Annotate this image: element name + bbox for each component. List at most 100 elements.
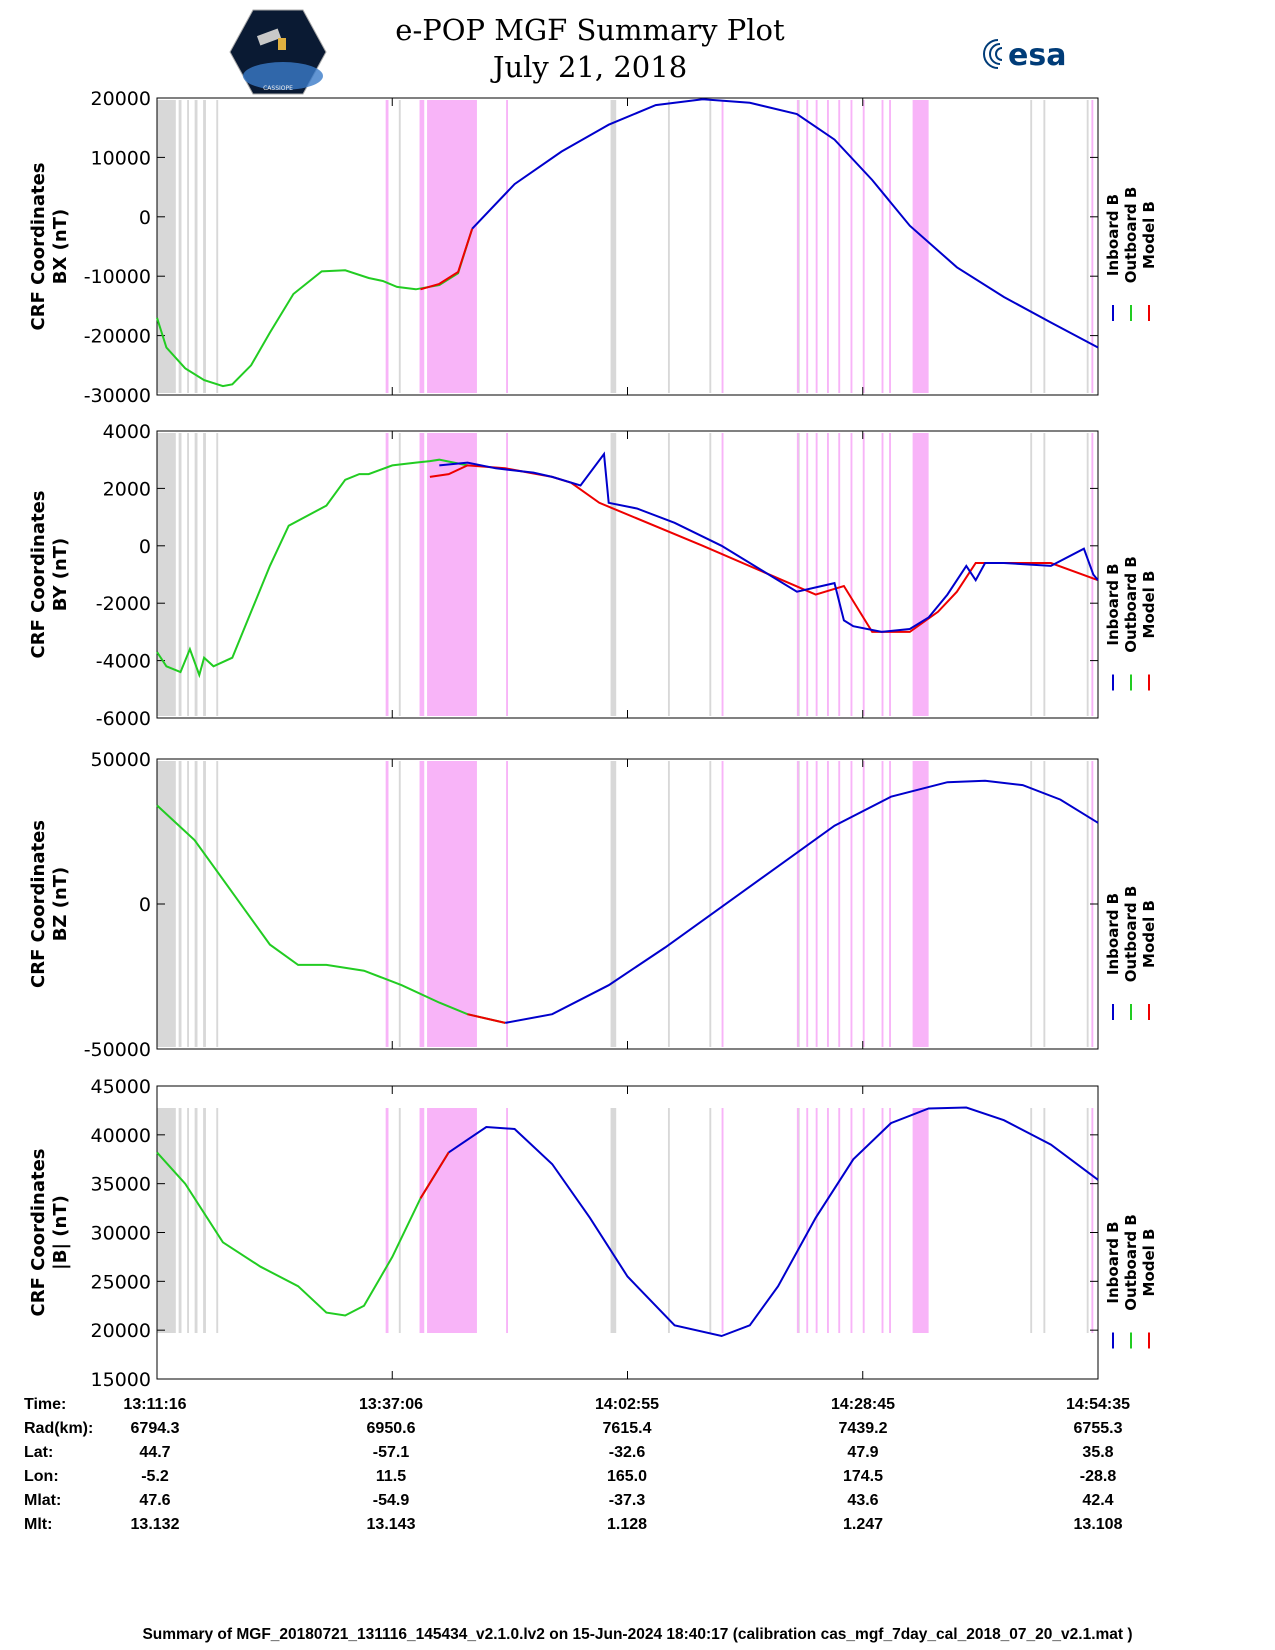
gap-bar-gray (194, 761, 198, 1047)
gap-bar-gray (187, 433, 189, 716)
y-tick-label: 20000 (91, 1320, 151, 1342)
gap-bar-gray (667, 1108, 670, 1333)
gap-bar-pink (419, 761, 425, 1047)
gap-bar-pink (889, 100, 891, 393)
gap-bar-pink (806, 761, 809, 1047)
gap-bar-pink (806, 1108, 809, 1333)
gap-bar-pink (826, 433, 829, 716)
gap-bar-pink (862, 1108, 865, 1333)
y-tick-label: 15000 (91, 1369, 151, 1391)
y-axis-label-line1: CRF Coordinates (28, 820, 49, 988)
gap-bar-pink (385, 1108, 389, 1333)
legend-label: Model B (1140, 571, 1158, 639)
y-axis-label-line1: CRF Coordinates (28, 491, 49, 659)
gap-bar-gray (178, 1108, 182, 1333)
series-line-outboard-b (156, 1151, 450, 1317)
gap-bar-gray (194, 433, 198, 716)
gap-bar-gray (157, 1108, 176, 1333)
y-tick-label: 45000 (91, 1076, 151, 1098)
y-tick-label: -50000 (84, 1039, 151, 1061)
esa-logo: esa (983, 38, 1066, 72)
y-tick-label: -4000 (96, 651, 151, 673)
gap-bar-gray (667, 433, 670, 716)
gap-bar-pink (912, 100, 929, 393)
gap-bar-pink (862, 100, 865, 393)
gap-bar-pink (826, 761, 829, 1047)
series-line-outboard-b (156, 804, 506, 1024)
gap-bar-pink (826, 100, 829, 393)
chart-panel-4: 45000 40000 35000 30000 25000 20000 15000 CRF C… (28, 1076, 1158, 1391)
y-tick-label: 20000 (91, 88, 151, 110)
gap-bar-gray (709, 100, 712, 393)
gap-bar-pink (385, 761, 389, 1047)
legend-label: Model B (1140, 1229, 1158, 1297)
y-tick-label: 50000 (91, 749, 151, 771)
gap-bar-gray (1043, 761, 1046, 1047)
gap-bar-gray (157, 761, 176, 1047)
y-tick-label: -20000 (84, 326, 151, 348)
series-line-inboard-b (439, 451, 1099, 633)
gap-bar-pink (912, 433, 929, 716)
gap-bar-pink (912, 1108, 929, 1333)
gap-bar-pink (815, 433, 818, 716)
series-line-inboard-b (505, 779, 1099, 1024)
page-title: e-POP MGF Summary Plot July 21, 2018 (380, 12, 800, 86)
gap-bar-gray (203, 761, 206, 1047)
gap-bar-pink (506, 761, 508, 1047)
gap-bar-pink (826, 1108, 829, 1333)
gap-bar-gray (178, 761, 182, 1047)
series-line-inboard-b (448, 1106, 1099, 1338)
series-line-model-b (429, 464, 1099, 633)
y-tick-label: -10000 (84, 266, 151, 288)
gap-bar-pink (721, 1108, 724, 1333)
gap-bar-gray (1086, 1108, 1089, 1333)
gap-bar-gray (216, 100, 219, 393)
legend-label: Outboard B (1122, 1214, 1140, 1311)
gap-bar-pink (506, 433, 508, 716)
gap-bar-pink (427, 100, 477, 393)
legend-label: Inboard B (1104, 893, 1122, 975)
axes-frame (156, 758, 1099, 1050)
gap-bar-pink (1091, 1108, 1094, 1333)
y-axis-label-line2: |B| (nT) (50, 1195, 71, 1270)
gap-bar-pink (838, 761, 841, 1047)
gap-bar-gray (1086, 100, 1089, 393)
chart-panel-3: 50000 0 -50000 CRF CoordinatesBZ (nT) Inboar… (28, 749, 1158, 1061)
y-tick-label: 4000 (103, 421, 151, 443)
series-line-outboard-b (156, 458, 468, 679)
gap-bar-pink (796, 433, 799, 716)
y-axis-label: CRF CoordinatesBX (nT) (28, 163, 71, 331)
series-line-model-b (467, 1013, 506, 1024)
gap-bar-pink (796, 100, 799, 393)
gap-bar-pink (815, 1108, 818, 1333)
gap-bar-pink (796, 1108, 799, 1333)
gap-bar-pink (881, 761, 884, 1047)
gap-bar-pink (912, 761, 929, 1047)
gap-bar-gray (709, 433, 712, 716)
gap-bar-gray (610, 1108, 617, 1333)
gap-bar-pink (419, 433, 425, 716)
gap-bar-gray (1030, 1108, 1033, 1333)
gap-bar-pink (806, 100, 809, 393)
gap-bar-pink (427, 761, 477, 1047)
gap-bar-gray (203, 100, 206, 393)
gap-bar-gray (194, 1108, 198, 1333)
series-line-model-b (419, 1151, 450, 1199)
title-line-2: July 21, 2018 (492, 50, 688, 84)
gap-bar-pink (862, 433, 865, 716)
logo-caption: CASSIOPE (263, 85, 293, 92)
gap-bar-pink (506, 100, 508, 393)
gap-bar-pink (889, 1108, 891, 1333)
gap-bar-pink (1091, 100, 1094, 393)
gap-bar-pink (419, 1108, 425, 1333)
gap-bar-pink (385, 433, 389, 716)
gap-bar-gray (667, 100, 670, 393)
axes-frame (156, 97, 1099, 396)
gap-bar-gray (398, 100, 401, 393)
gap-bar-gray (1043, 1108, 1046, 1333)
series-line-outboard-b (156, 228, 474, 388)
gap-bar-gray (1043, 433, 1046, 716)
gap-bar-pink (862, 761, 865, 1047)
gap-bar-gray (709, 1108, 712, 1333)
